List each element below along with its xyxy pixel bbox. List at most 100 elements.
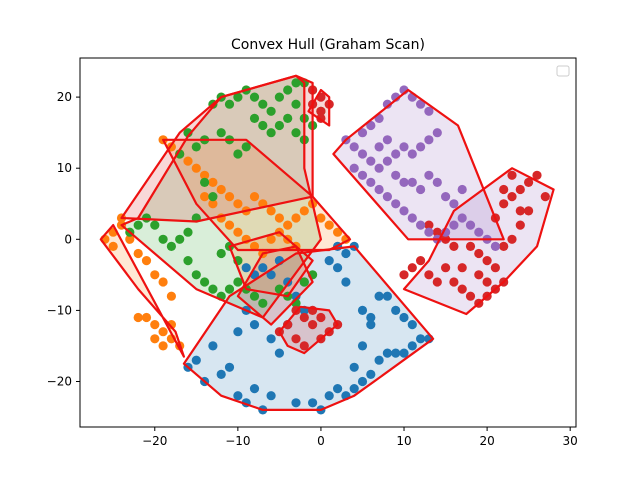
point-series-0-5 [224,362,235,372]
point-series-0-19 [266,334,276,344]
point-series-2-38 [183,256,193,266]
point-series-1-27 [216,184,226,195]
point-series-3-44 [465,241,476,251]
point-series-4-21 [349,163,359,173]
point-series-3-50 [490,263,500,273]
point-series-0-47 [349,362,359,372]
point-series-0-36 [399,348,409,358]
point-series-1-13 [158,327,168,337]
point-series-3-10 [308,320,318,330]
point-series-3-37 [540,192,550,202]
point-series-1-39 [316,213,326,223]
point-series-4-8 [407,149,417,159]
point-series-4-29 [416,220,426,230]
point-series-3-16 [299,312,309,323]
point-series-2-10 [291,78,301,88]
point-series-2-19 [241,142,251,152]
point-series-2-30 [183,227,193,237]
point-series-1-9 [158,277,168,287]
point-series-1-7 [141,256,152,266]
y-axis: −20 −10 0 10 20 [47,90,80,388]
point-series-1-33 [266,206,276,216]
point-series-1-36 [291,213,301,223]
point-series-1-35 [283,220,293,230]
point-series-0-32 [366,369,376,379]
point-series-4-38 [490,241,500,251]
point-series-0-8 [249,384,260,394]
hull-outline-extra-1 [120,74,314,223]
point-series-4-39 [407,177,417,187]
point-series-2-13 [291,99,301,109]
point-series-0-31 [357,376,368,387]
chart-title: Convex Hull (Graham Scan) [231,37,425,53]
point-series-1-34 [274,213,284,223]
point-series-2-40 [200,277,210,287]
point-series-0-53 [324,256,334,266]
point-series-3-9 [299,341,309,351]
point-series-0-30 [349,384,359,394]
point-series-2-36 [133,220,143,230]
x-axis: −20 −10 0 10 20 30 [142,427,578,448]
y-tick-label-10: 10 [57,161,72,175]
point-series-3-3 [316,106,326,116]
point-series-2-18 [249,113,260,123]
point-series-3-38 [524,206,534,216]
point-series-4-45 [457,184,467,195]
point-series-4-3 [366,156,376,166]
point-series-2-17 [258,120,268,131]
point-series-0-54 [357,305,368,315]
point-series-3-18 [399,270,409,280]
point-series-4-4 [374,163,384,173]
hull-fill-series-1 [100,225,184,357]
point-series-0-25 [308,398,318,408]
point-series-4-24 [374,184,384,195]
point-series-0-33 [374,355,384,365]
point-series-0-38 [416,334,426,344]
point-series-3-51 [482,277,492,287]
plot-area [99,74,555,415]
point-series-1-17 [150,334,160,344]
point-series-3-39 [515,220,525,230]
hull-outline-extra-4 [402,167,555,316]
point-series-4-5 [382,156,392,166]
point-series-1-5 [108,241,118,251]
point-series-3-33 [507,192,517,202]
point-series-0-4 [216,369,226,379]
point-series-1-26 [208,177,218,187]
point-series-3-32 [499,199,509,209]
point-series-4-25 [382,192,392,202]
point-series-1-11 [141,312,152,323]
point-series-2-15 [274,120,284,131]
point-series-1-54 [200,192,210,202]
point-series-2-2 [224,99,235,109]
point-series-4-27 [399,206,409,216]
point-series-4-6 [391,149,401,159]
point-series-4-40 [416,184,426,195]
point-series-3-55 [515,206,525,216]
point-series-4-41 [424,170,434,180]
point-series-3-19 [407,263,417,273]
point-series-2-53 [216,248,226,259]
point-series-2-56 [291,128,301,138]
point-series-0-28 [333,384,343,394]
point-series-1-45 [233,227,243,237]
point-series-2-20 [233,149,243,159]
point-series-3-42 [482,256,492,266]
point-series-0-50 [341,248,351,259]
point-series-0-10 [266,391,276,401]
point-series-3-43 [474,248,484,259]
plot-frame [79,57,577,428]
legend-box [556,65,570,77]
point-series-4-44 [449,199,459,209]
point-series-2-31 [175,234,185,244]
y-tick-label-0: 0 [64,232,72,246]
point-series-4-22 [357,170,368,180]
point-series-3-53 [507,170,517,180]
hull-fill-extra-4 [404,168,554,314]
point-series-2-28 [208,192,218,202]
point-series-0-34 [382,348,392,358]
hull-outline-series-1 [99,224,185,358]
point-series-0-11 [241,263,251,273]
point-series-1-40 [324,220,334,230]
